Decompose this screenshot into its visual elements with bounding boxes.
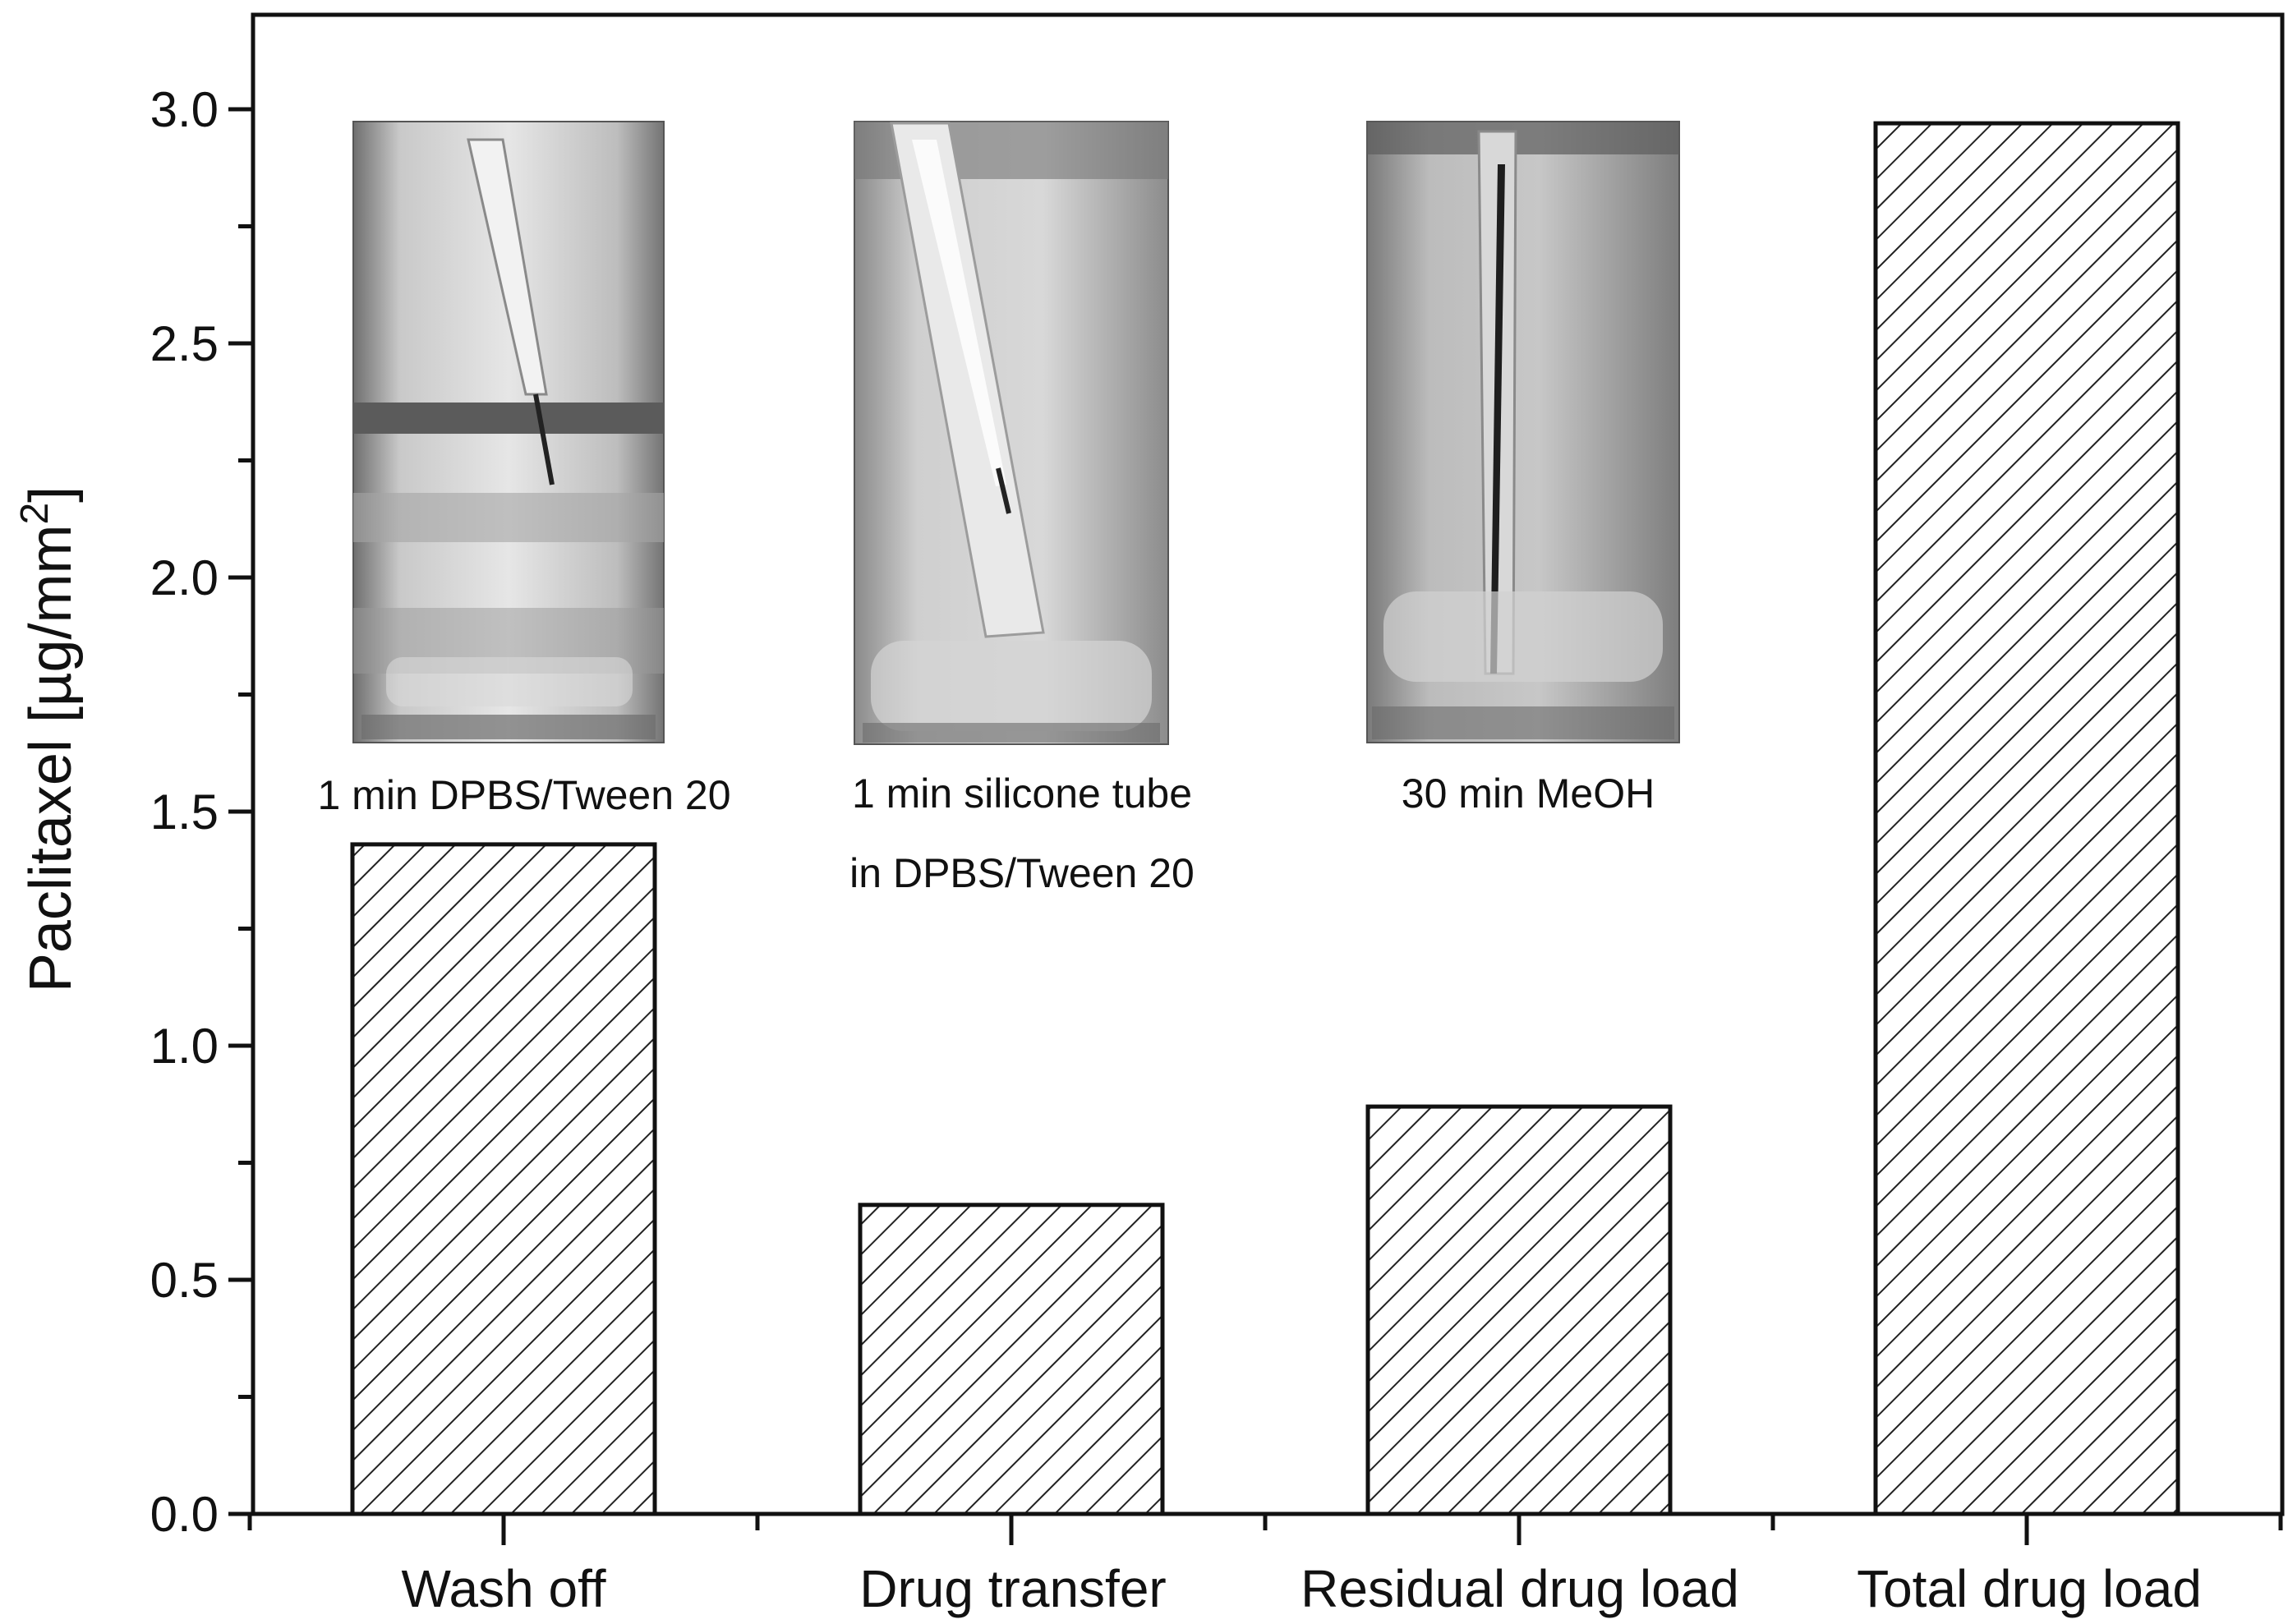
inset-caption-2-line-2: in DPBS/Tween 20 bbox=[849, 850, 1195, 896]
y-tick-label: 2.5 bbox=[150, 316, 219, 371]
y-tick-label: 1.5 bbox=[150, 784, 219, 840]
y-tick-label: 1.0 bbox=[150, 1019, 219, 1074]
inset-caption-2-line-1: 1 min silicone tube bbox=[852, 771, 1192, 817]
category-label-drug-transfer: Drug transfer bbox=[859, 1559, 1166, 1618]
category-label-residual-drug-load: Residual drug load bbox=[1301, 1559, 1739, 1618]
y-tick-label: 0.5 bbox=[150, 1253, 219, 1308]
x-axis-tick-labels: Wash off Drug transfer Residual drug loa… bbox=[402, 1559, 2202, 1618]
inset-caption-1-line-1: 1 min DPBS/Tween 20 bbox=[317, 772, 730, 818]
plot-frame bbox=[251, 12, 2285, 1516]
inset-caption-3-line-1: 30 min MeOH bbox=[1402, 771, 1655, 817]
bar-residual-drug-load bbox=[1365, 1104, 1673, 1516]
category-label-wash-off: Wash off bbox=[402, 1559, 606, 1618]
y-axis-tick-labels: 0.0 0.5 1.0 1.5 2.0 2.5 3.0 bbox=[150, 82, 219, 1542]
x-axis-ticks bbox=[247, 1514, 2283, 1545]
inset-photo-wash-off bbox=[352, 121, 665, 743]
bar-total-drug-load bbox=[1873, 121, 2180, 1516]
y-tick-label: 2.0 bbox=[150, 550, 219, 605]
y-tick-label: 0.0 bbox=[150, 1487, 219, 1542]
bar-drug-transfer bbox=[858, 1203, 1165, 1516]
y-axis-ticks bbox=[228, 107, 253, 1516]
category-label-total-drug-load: Total drug load bbox=[1857, 1559, 2202, 1618]
inset-photo-residual-drug-load bbox=[1366, 121, 1680, 743]
y-tick-label: 3.0 bbox=[150, 82, 219, 137]
bar-wash-off bbox=[350, 842, 657, 1516]
y-axis-title: Paclitaxel [µg/mm2] bbox=[13, 486, 84, 992]
bars bbox=[350, 121, 2180, 1516]
inset-photo-drug-transfer bbox=[854, 121, 1169, 745]
